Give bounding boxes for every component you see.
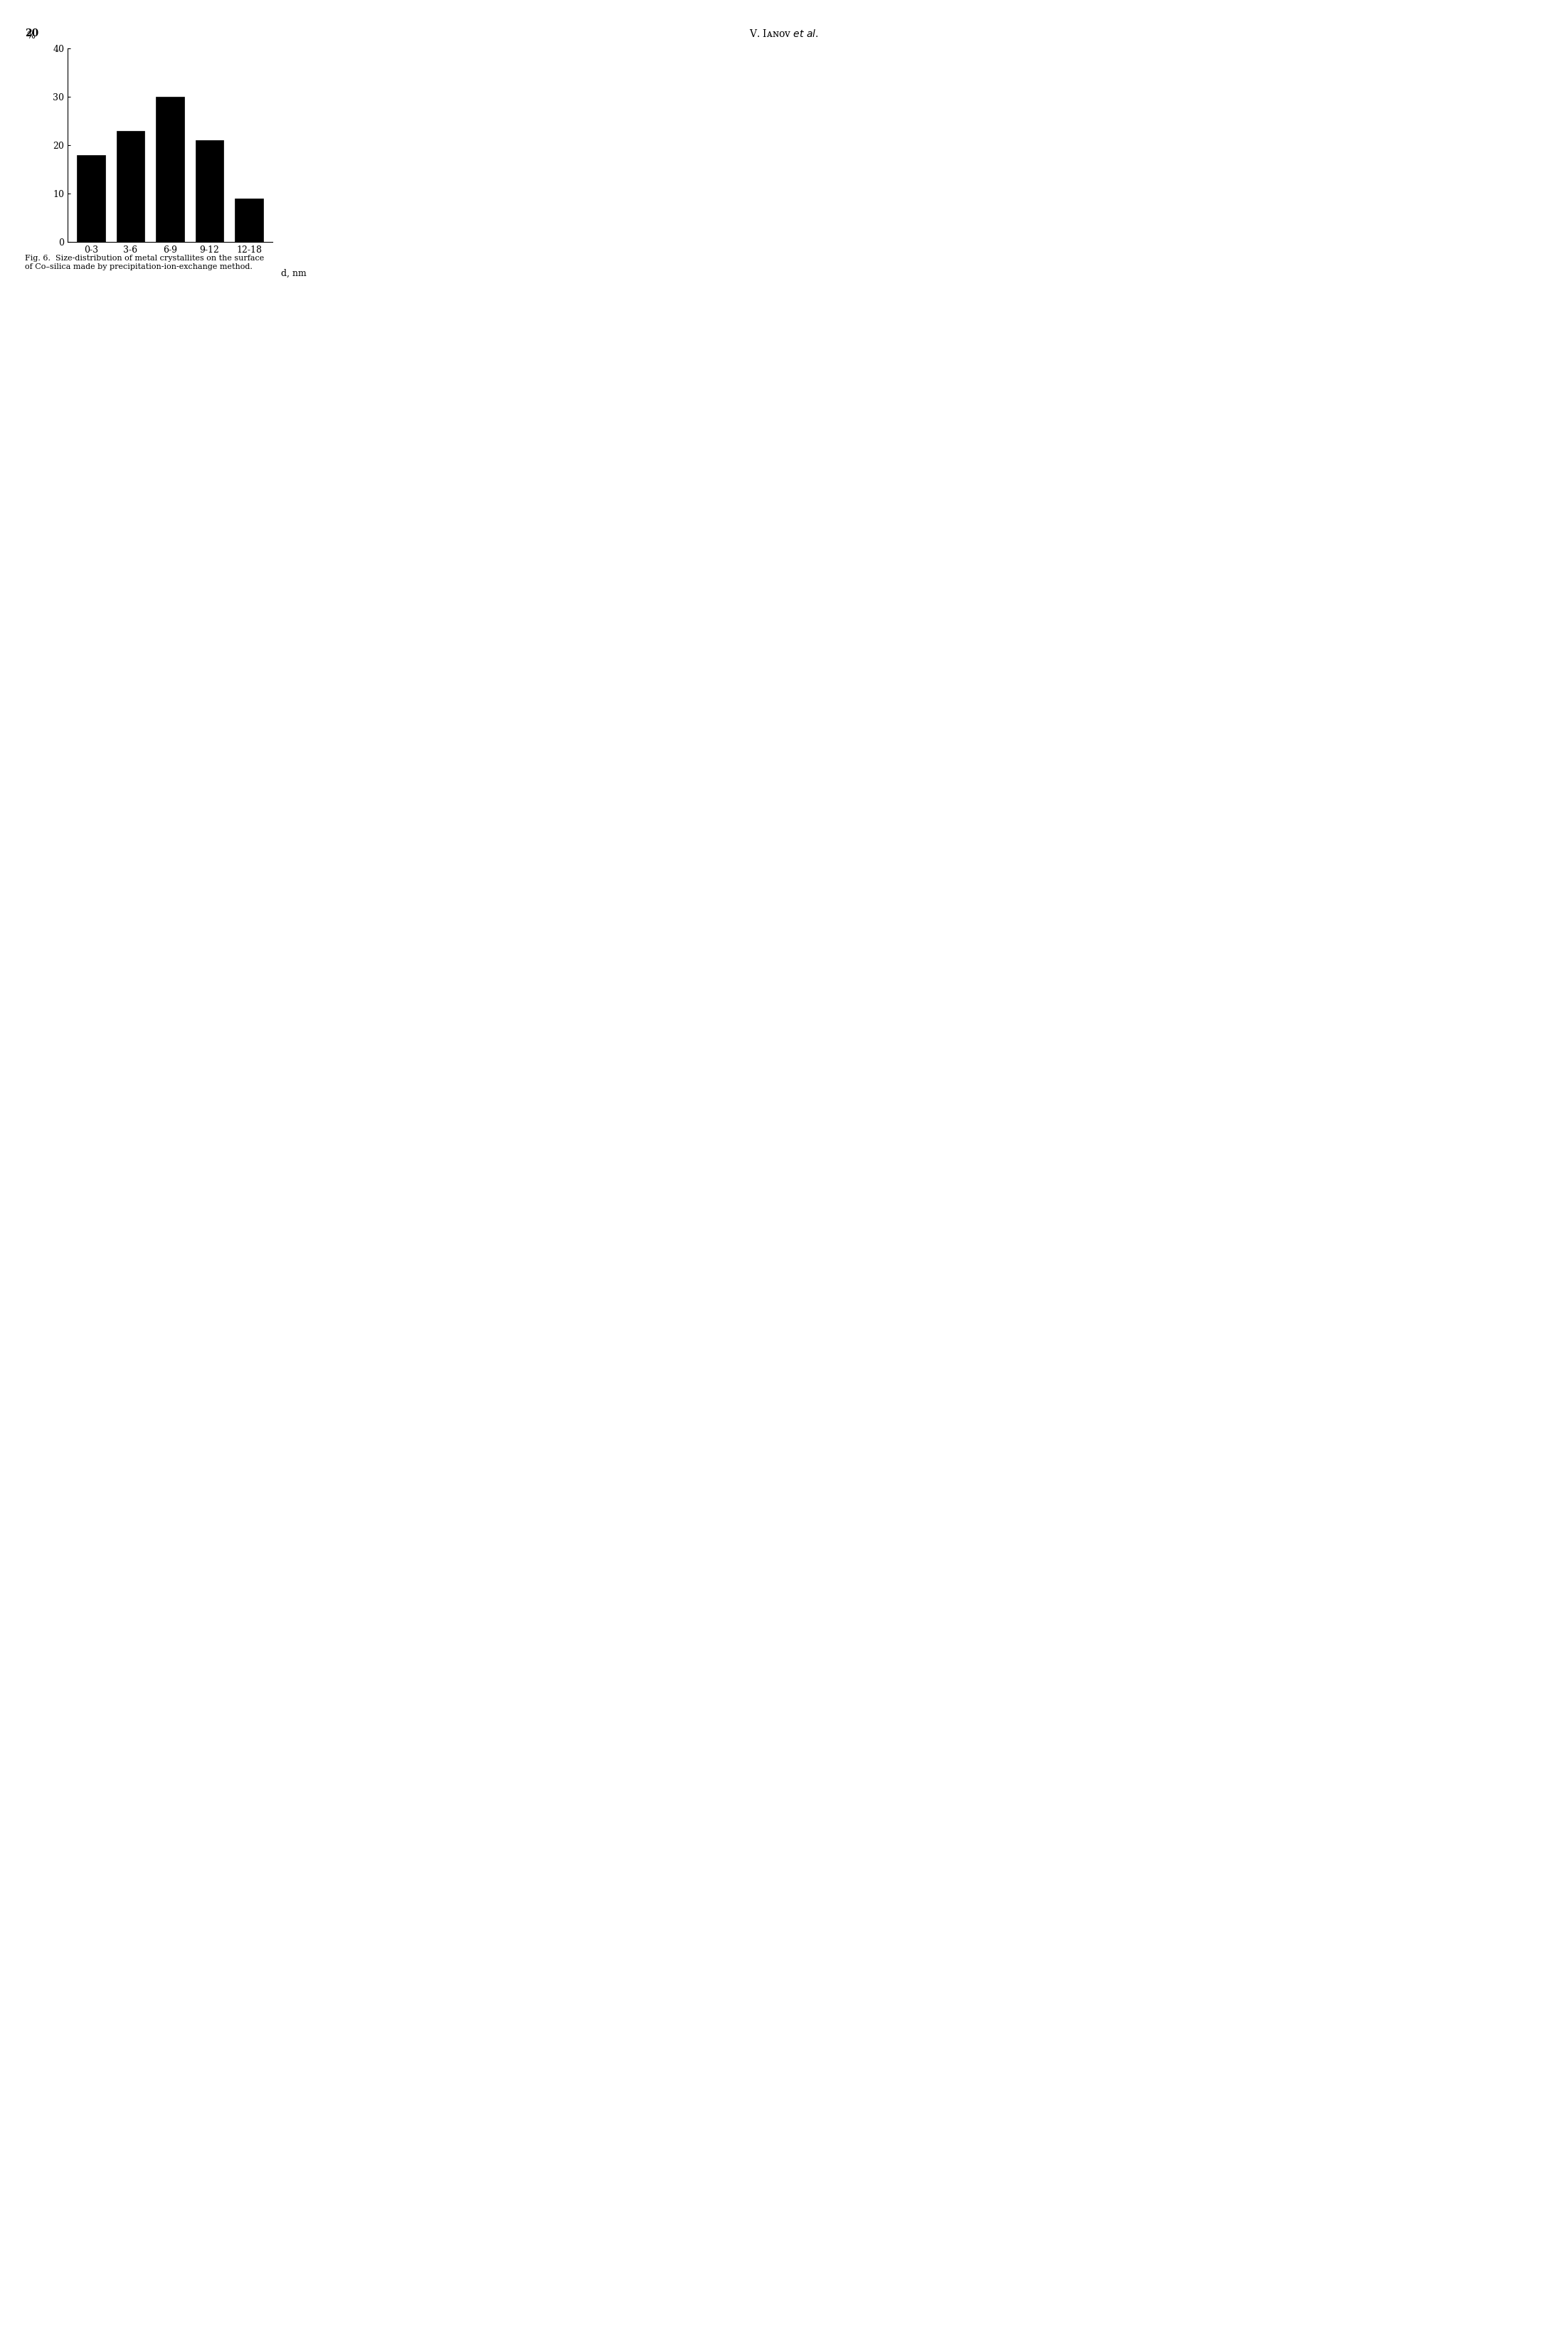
Text: V. Iᴀɴᴏᴠ $\it{et\ al.}$: V. Iᴀɴᴏᴠ $\it{et\ al.}$ — [750, 28, 818, 40]
Text: 20: 20 — [25, 28, 39, 37]
Bar — [155, 96, 183, 243]
Bar — [235, 198, 263, 243]
Text: Fig. 6.  Size-distribution of metal crystallites on the surface
of Co–silica mad: Fig. 6. Size-distribution of metal cryst… — [25, 254, 263, 271]
Bar — [116, 131, 144, 243]
Text: d, nm: d, nm — [281, 268, 306, 278]
Bar — [196, 140, 224, 243]
Bar — [77, 154, 105, 243]
Text: %: % — [27, 30, 34, 40]
